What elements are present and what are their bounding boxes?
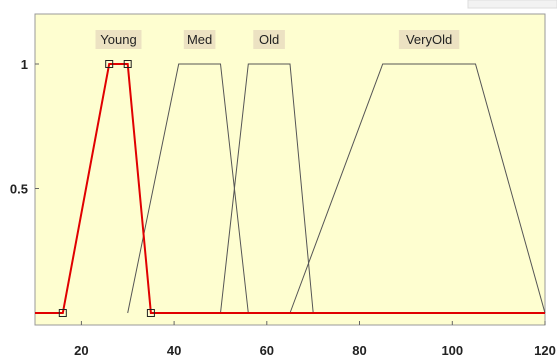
mf-vertex-handle[interactable] xyxy=(58,309,67,317)
mf-line-veryold[interactable] xyxy=(289,63,546,314)
y-tick-label: 0.5 xyxy=(10,182,28,197)
toolbar-edge xyxy=(467,0,557,9)
mf-label-veryold[interactable]: VeryOld xyxy=(406,32,452,47)
mf-vertex-handle[interactable] xyxy=(123,60,132,68)
mf-label-med[interactable]: Med xyxy=(187,32,212,47)
mf-label-background xyxy=(253,30,285,49)
x-tick-label: 40 xyxy=(167,343,181,358)
mf-label-young[interactable]: Young xyxy=(100,32,136,47)
mf-vertex-handle[interactable] xyxy=(105,60,114,68)
mf-line-old[interactable] xyxy=(220,63,314,314)
x-tick-label: 20 xyxy=(74,343,88,358)
mf-label-background xyxy=(398,30,460,49)
y-tick-label: 1 xyxy=(21,57,28,72)
x-tick-label: 80 xyxy=(352,343,366,358)
mf-vertex-handle[interactable] xyxy=(146,309,155,317)
mf-label-old[interactable]: Old xyxy=(259,32,279,47)
x-tick-label: 100 xyxy=(441,343,463,358)
mf-label-background xyxy=(95,30,142,49)
x-tick-label: 120 xyxy=(534,343,556,358)
mf-line-young[interactable] xyxy=(35,63,545,314)
x-tick-label: 60 xyxy=(260,343,274,358)
mf-label-background xyxy=(183,30,216,49)
